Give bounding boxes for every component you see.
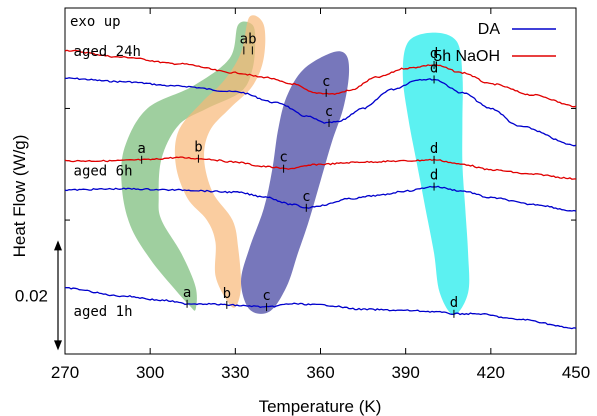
x-tick-label: 330 <box>221 363 249 382</box>
legend-label-da: DA <box>478 21 501 38</box>
peak-label-a: a <box>240 31 248 47</box>
legend: DA 5h NaOH <box>433 21 556 65</box>
series-line-da-aged-6h <box>64 185 577 212</box>
peak-label-c: c <box>322 74 330 90</box>
highlight-region-b <box>174 15 266 308</box>
group-label: aged 24h <box>74 44 141 60</box>
peak-label-d: d <box>450 295 458 311</box>
x-tick-label: 420 <box>477 363 505 382</box>
x-axis-ticks: 270 300 330 360 390 420 450 <box>51 8 590 382</box>
peak-label-c: c <box>302 189 310 205</box>
y-axis-title: Heat Flow (W/g) <box>10 135 29 258</box>
scale-bar: 0.02 <box>15 240 62 351</box>
peak-label-d: d <box>430 60 438 76</box>
peak-label-d: d <box>430 168 438 184</box>
legend-label-naoh: 5h NaOH <box>433 48 500 65</box>
x-tick-label: 450 <box>562 363 590 382</box>
series-lines <box>64 49 577 330</box>
series-line-5h-naoh-aged-24h <box>64 49 577 108</box>
peak-label-d: d <box>430 141 438 157</box>
group-labels: aged 24h aged 6h aged 1h <box>74 44 141 320</box>
peak-label-a: a <box>137 141 145 157</box>
peak-label-d: d <box>430 46 438 62</box>
peak-label-b: b <box>248 31 256 47</box>
highlight-regions <box>121 15 470 315</box>
series-line-da-aged-24h <box>64 77 577 147</box>
x-tick-label: 300 <box>136 363 164 382</box>
group-label: aged 1h <box>74 304 133 320</box>
highlight-region-c <box>241 51 350 314</box>
series-line-da-aged-1h <box>64 286 577 330</box>
x-tick-label: 390 <box>391 363 419 382</box>
x-tick-label: 270 <box>51 363 79 382</box>
scale-bar-label: 0.02 <box>15 286 48 305</box>
peak-label-c: c <box>325 104 333 120</box>
group-label: aged 6h <box>74 163 133 179</box>
corner-note: exo up <box>70 14 121 30</box>
peak-label-a: a <box>183 285 191 301</box>
series-line-5h-naoh-aged-6h <box>64 156 577 180</box>
x-tick-label: 360 <box>306 363 334 382</box>
peak-label-b: b <box>194 140 202 156</box>
peak-label-c: c <box>262 288 270 304</box>
peak-label-b: b <box>223 286 231 302</box>
y-axis-ticks <box>65 107 576 221</box>
scale-bar-arrow-down-icon <box>54 340 62 351</box>
highlight-region-d <box>402 32 470 315</box>
peak-label-c: c <box>279 150 287 166</box>
x-axis-title: Temperature (K) <box>259 397 382 416</box>
scale-bar-arrow-up-icon <box>54 240 62 251</box>
